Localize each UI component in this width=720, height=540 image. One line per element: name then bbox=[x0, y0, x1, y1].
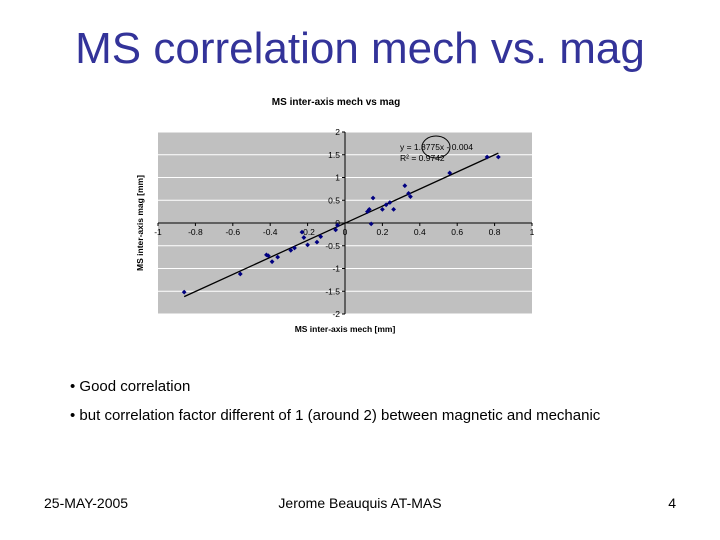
data-point bbox=[299, 229, 305, 235]
x-tick-label: -0.6 bbox=[225, 227, 240, 237]
trendline-group bbox=[183, 152, 499, 298]
data-point bbox=[333, 227, 339, 233]
data-point bbox=[301, 235, 307, 240]
highlight-circle bbox=[421, 135, 451, 159]
y-tick-label: -1.5 bbox=[325, 286, 340, 296]
y-tick-label: 0 bbox=[335, 218, 340, 228]
chart-title: MS inter-axis mech vs mag bbox=[272, 97, 400, 108]
data-point bbox=[288, 247, 294, 253]
data-point bbox=[387, 200, 393, 205]
x-axis-title: MS inter-axis mech [mm] bbox=[295, 324, 396, 334]
y-tick-label: 2 bbox=[335, 127, 340, 137]
data-points bbox=[181, 154, 501, 295]
x-tick-labels: -1 -0.8 -0.6 -0.4 -0.2 0 0.2 0.4 0.6 0.8 1 bbox=[154, 227, 534, 237]
data-point bbox=[237, 271, 243, 277]
data-point bbox=[305, 242, 310, 248]
y-tick-label: -2 bbox=[332, 309, 340, 319]
x-tick-label: -0.8 bbox=[188, 227, 203, 237]
data-point bbox=[380, 206, 385, 212]
x-tick-label: 0.2 bbox=[376, 227, 388, 237]
slide-title: MS correlation mech vs. mag bbox=[75, 24, 645, 73]
y-tick-label: -0.5 bbox=[325, 241, 340, 251]
data-point bbox=[370, 195, 376, 201]
y-axis-title: MS inter-axis mag [mm] bbox=[135, 175, 145, 271]
page-number: 4 bbox=[668, 495, 676, 511]
footer-author: Jerome Beauquis AT-MAS bbox=[278, 495, 442, 511]
data-point bbox=[383, 202, 389, 208]
data-point bbox=[292, 245, 297, 251]
x-tick-label: 1 bbox=[530, 227, 535, 237]
data-point bbox=[447, 170, 453, 176]
y-tick-label: 0.5 bbox=[328, 195, 340, 205]
y-tick-label: -1 bbox=[332, 264, 340, 274]
data-point bbox=[314, 239, 320, 245]
data-point bbox=[181, 289, 187, 295]
scatter-chart: MS inter-axis mech vs mag -1 -0.8 -0.6 -0.4… bbox=[135, 97, 535, 334]
footer-date: 25-MAY-2005 bbox=[44, 495, 129, 511]
x-tick-label: 0.6 bbox=[451, 227, 463, 237]
bullet-list: • Good correlation • but correlation fac… bbox=[70, 378, 600, 436]
data-point bbox=[335, 222, 340, 228]
x-tick-label: -0.2 bbox=[300, 227, 315, 237]
x-tick-label: 0.4 bbox=[414, 227, 426, 237]
data-point bbox=[318, 234, 324, 240]
bullet-correlation-factor: • but correlation factor different of 1 … bbox=[70, 407, 601, 424]
data-point bbox=[265, 253, 271, 259]
x-tick-label: 0.8 bbox=[489, 227, 501, 237]
y-tick-label: 1.5 bbox=[328, 150, 340, 160]
equation-label: y = 1.8775x - 0.004 bbox=[400, 142, 473, 152]
data-point bbox=[495, 154, 501, 160]
y-tick-labels: 2 1.5 1 0.5 0 -0.5 -1 -1.5 -2 bbox=[325, 127, 340, 319]
data-point bbox=[366, 206, 372, 212]
data-point bbox=[406, 191, 411, 196]
trendline bbox=[183, 152, 499, 298]
r-squared-label: R² = 0.9742 bbox=[400, 153, 445, 163]
bullet-good-correlation: • Good correlation bbox=[70, 378, 191, 395]
data-point bbox=[275, 254, 281, 260]
data-point bbox=[484, 154, 490, 160]
data-point bbox=[391, 206, 397, 212]
x-tick-label: 0 bbox=[343, 227, 348, 237]
data-point bbox=[368, 221, 374, 227]
data-point bbox=[402, 183, 408, 189]
data-point bbox=[408, 194, 413, 200]
x-tick-label: -0.4 bbox=[263, 227, 278, 237]
y-tick-label: 1 bbox=[335, 173, 340, 183]
data-point bbox=[269, 259, 275, 265]
x-tick-label: -1 bbox=[154, 227, 162, 237]
